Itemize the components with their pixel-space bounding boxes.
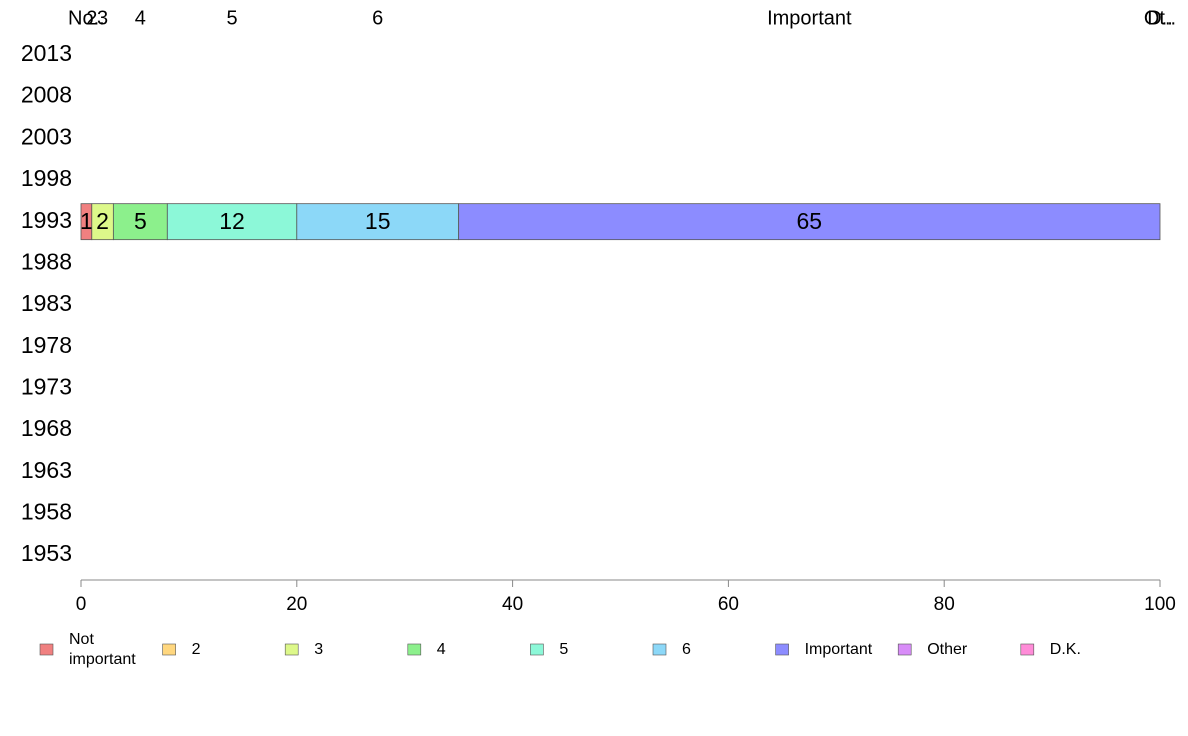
top-category-label: Ot.. [1144,7,1176,29]
legend-item: Not important [39,631,136,668]
x-tick-label: 60 [718,594,739,615]
bar-segment [112,203,168,241]
top-category-label: 6 [372,7,383,29]
top-category-label: 3 [97,7,108,29]
legend-swatch [652,643,667,656]
data-label: 5 [134,208,147,234]
legend-item: D.K. [1020,641,1081,658]
legend-swatch [1020,643,1035,656]
bars: 1 2 5 12 15 65 [80,203,1161,241]
x-tick-label: 20 [286,594,307,615]
bar-segment [458,203,1161,241]
legend-item: 3 [284,641,323,658]
legend-label: Not important [69,631,136,668]
y-tick-label: 1953 [21,540,72,566]
bar-segment [166,203,298,241]
legend-label: D.K. [1050,641,1081,658]
legend-label: 3 [314,641,323,658]
legend-swatch [407,643,422,656]
data-label: 15 [365,208,391,234]
legend-label: Important [805,641,873,658]
top-category-label: 2 [86,7,97,29]
data-label: 12 [219,208,245,234]
x-tick-label: 100 [1144,594,1176,615]
legend-item: 5 [530,641,568,658]
legend-swatch [162,643,176,656]
legend-label: Other [927,641,968,658]
y-tick-label: 1993 [21,207,72,233]
data-label: 2 [96,208,109,234]
y-tick-label: 1988 [21,248,72,274]
x-tick-label: 80 [934,594,955,615]
legend: Not important 2 3 4 5 6 Important Other D.K. [39,631,1081,668]
legend-item: 2 [162,641,201,658]
y-tick-label: 2013 [21,40,72,66]
legend-item: Important [775,641,873,658]
x-tick-label: 0 [76,594,87,615]
top-category-label: No.. [68,7,105,29]
legend-label: 6 [682,641,691,658]
legend-swatch [530,643,544,656]
y-tick-label: 1958 [21,498,72,524]
legend-swatch [284,643,299,656]
data-label: 1 [80,208,93,234]
legend-label: 5 [559,641,568,658]
top-category-label: 5 [226,7,237,29]
top-category-label: Important [767,7,852,29]
y-tick-label: 1998 [21,165,72,191]
y-tick-label: 2003 [21,123,72,149]
legend-label: 4 [437,641,446,658]
y-tick-label: 1968 [21,415,72,441]
y-tick-label: 1973 [21,373,72,399]
data-label: 65 [797,208,823,234]
legend-label: 2 [192,641,201,658]
legend-item: 6 [652,641,691,658]
x-tick-label: 40 [502,594,523,615]
legend-swatch [897,643,912,656]
y-tick-label: 1963 [21,457,72,483]
y-axis-labels: 2013 2008 2003 1998 1993 1988 1983 1978 1973 1968… [21,40,72,566]
legend-swatch [775,643,789,656]
y-tick-label: 1983 [21,290,72,316]
x-axis: 0 20 40 60 80 100 [76,579,1176,615]
legend-item: 4 [407,641,446,658]
top-category-labels: No..2 3 4 5 6 Important Ot..D.. [68,7,1176,29]
legend-item: Other [897,641,968,658]
legend-swatch [39,643,54,656]
y-tick-label: 1978 [21,332,72,358]
top-category-label: D.. [1147,7,1173,29]
y-tick-label: 2008 [21,82,72,108]
top-category-label: 4 [135,7,146,29]
